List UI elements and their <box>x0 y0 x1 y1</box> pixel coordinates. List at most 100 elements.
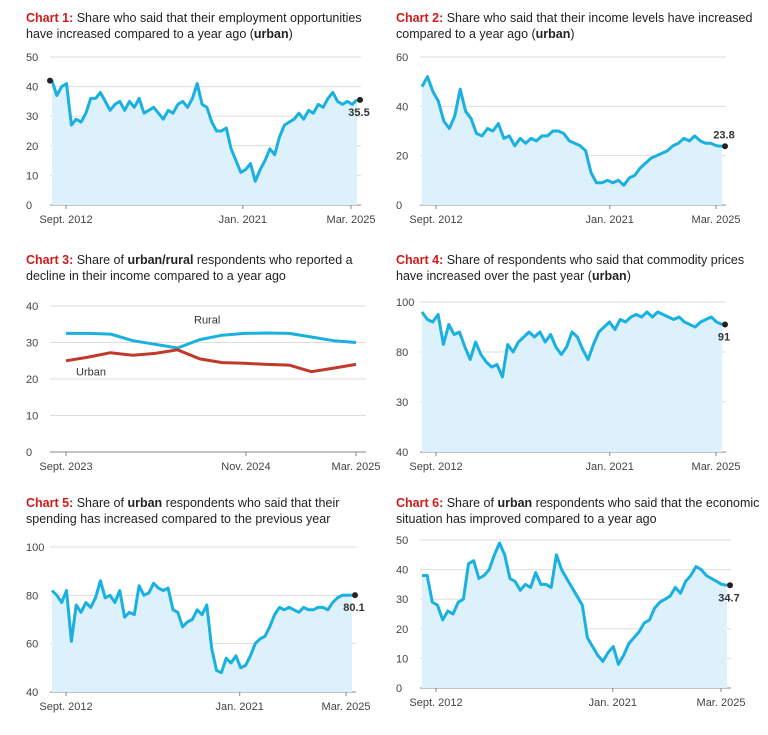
x-tick-label: Sept. 2012 <box>409 461 462 473</box>
chart-label: Chart 2: <box>396 11 444 25</box>
chart-panel-4: Chart 4: Share of respondents who said t… <box>396 252 766 492</box>
title-bold: urban <box>497 496 533 510</box>
y-tick-label: 40 <box>26 82 38 94</box>
y-tick-label: 80 <box>26 590 38 602</box>
area-fill <box>52 580 352 692</box>
end-value-label: 80.1 <box>343 602 364 614</box>
title-end: ) <box>570 27 575 41</box>
chart-1-svg: 0 10 20 30 40 50 Sept. 2012 Jan. 2021 Mar. 2025 3… <box>26 52 376 226</box>
x-tick-label: Mar. 2025 <box>327 214 376 226</box>
y-tick-label: 10 <box>396 653 408 665</box>
chart-label: Chart 3: <box>26 253 74 267</box>
title-end: respondents who said that their spending… <box>26 496 340 526</box>
x-tick-label: Sept. 2012 <box>409 697 462 709</box>
title-text: Share who said that their income levels … <box>396 11 753 41</box>
series-label-rural: Rural <box>194 315 220 327</box>
series-line <box>420 310 723 379</box>
y-tick-label: 0 <box>26 200 32 212</box>
chart-label: Chart 6: <box>396 496 444 510</box>
x-tick-label: Sept. 2012 <box>409 214 462 226</box>
chart-panel-3: Chart 3: Share of urban/rural respondent… <box>26 252 396 492</box>
end-point-marker <box>722 143 728 150</box>
y-tick-label: 10 <box>26 170 38 182</box>
x-tick-label: Jan. 2021 <box>219 214 267 226</box>
title-bold: urban <box>591 269 627 283</box>
x-tick-label: Mar. 2025 <box>692 461 741 473</box>
title-text: Share of <box>76 253 128 267</box>
y-tick-label: 40 <box>396 447 408 459</box>
series-line <box>422 541 728 666</box>
y-tick-label: 0 <box>396 200 402 212</box>
title-text: Share of <box>76 496 128 510</box>
series-line-rural <box>66 331 357 350</box>
chart-panel-1: Chart 1: Share who said that their emplo… <box>26 10 396 250</box>
y-tick-label: 20 <box>396 624 408 636</box>
chart-title: Chart 2: Share who said that their incom… <box>396 10 761 42</box>
series-line-urban <box>65 348 357 374</box>
area-fill <box>422 543 727 688</box>
y-tick-label: 30 <box>26 338 38 350</box>
series-line <box>420 75 723 187</box>
chart-label: Chart 4: <box>396 253 444 267</box>
y-tick-label: 40 <box>26 301 38 313</box>
end-value-label: 34.7 <box>718 592 739 604</box>
y-tick-label: 60 <box>396 52 408 64</box>
title-text: Share who said that their employment opp… <box>26 11 362 41</box>
y-tick-label: 0 <box>26 447 32 459</box>
chart-5-svg: 40 60 80 100 Sept. 2012 Jan. 2021 Mar. 2025 80.… <box>26 542 370 713</box>
chart-2-svg: 0 20 40 60 Sept. 2012 Jan. 2021 Mar. 2025 23.8 <box>396 52 741 226</box>
chart-title: Chart 3: Share of urban/rural respondent… <box>26 252 391 284</box>
x-tick-label: Mar. 2025 <box>697 697 746 709</box>
y-tick-label: 30 <box>26 111 38 123</box>
chart-panel-2: Chart 2: Share who said that their incom… <box>396 10 766 250</box>
title-end: ) <box>626 269 631 283</box>
y-tick-label: 80 <box>396 347 408 359</box>
y-tick-label: 20 <box>396 151 408 163</box>
title-bold: urban/rural <box>127 253 194 267</box>
x-tick-label: Sept. 2023 <box>39 461 92 473</box>
y-tick-label: 50 <box>396 535 408 547</box>
x-tick-label: Jan. 2021 <box>586 461 634 473</box>
area-fill <box>52 80 357 205</box>
y-tick-label: 30 <box>396 397 408 409</box>
area-fill <box>422 312 722 452</box>
y-tick-label: 100 <box>396 297 414 309</box>
y-tick-label: 40 <box>396 101 408 113</box>
chart-label: Chart 5: <box>26 496 74 510</box>
end-point-marker <box>357 96 363 103</box>
end-value-label: 91 <box>718 332 730 344</box>
x-tick-label: Sept. 2012 <box>39 701 92 713</box>
title-text: Share of <box>446 496 498 510</box>
y-tick-label: 40 <box>396 565 408 577</box>
title-bold: urban <box>253 27 289 41</box>
series-line <box>50 579 353 675</box>
chart-6-svg: 0 10 20 30 40 50 Sept. 2012 Jan. 2021 Mar. 2025 3… <box>396 535 746 709</box>
title-end: ) <box>288 27 293 41</box>
y-tick-label: 20 <box>26 141 38 153</box>
chart-panel-6: Chart 6: Share of urban respondents who … <box>396 495 766 735</box>
title-bold: urban <box>535 27 571 41</box>
chart-panel-5: Chart 5: Share of urban respondents who … <box>26 495 396 735</box>
x-tick-label: Jan. 2021 <box>589 697 637 709</box>
chart-title: Chart 5: Share of urban respondents who … <box>26 495 391 527</box>
x-tick-label: Sept. 2012 <box>39 214 92 226</box>
chart-label: Chart 1: <box>26 11 74 25</box>
y-tick-label: 40 <box>26 687 38 699</box>
title-end: respondents who said that the economic s… <box>396 496 760 526</box>
end-point-marker <box>722 321 728 328</box>
chart-3-svg: 0 10 20 30 40 Sept. 2023 Nov. 2024 Mar. 2025 Rur… <box>26 301 381 473</box>
chart-title: Chart 4: Share of respondents who said t… <box>396 252 761 284</box>
title-bold: urban <box>127 496 163 510</box>
end-point-marker <box>352 592 358 599</box>
x-tick-label: Jan. 2021 <box>586 214 634 226</box>
y-tick-label: 10 <box>26 411 38 423</box>
area-fill <box>422 76 722 205</box>
x-tick-label: Mar. 2025 <box>692 214 741 226</box>
x-tick-label: Jan. 2021 <box>216 701 264 713</box>
y-tick-label: 100 <box>26 542 44 554</box>
end-point-marker <box>727 582 733 589</box>
x-tick-label: Mar. 2025 <box>332 461 381 473</box>
end-value-label: 35.5 <box>348 107 369 119</box>
